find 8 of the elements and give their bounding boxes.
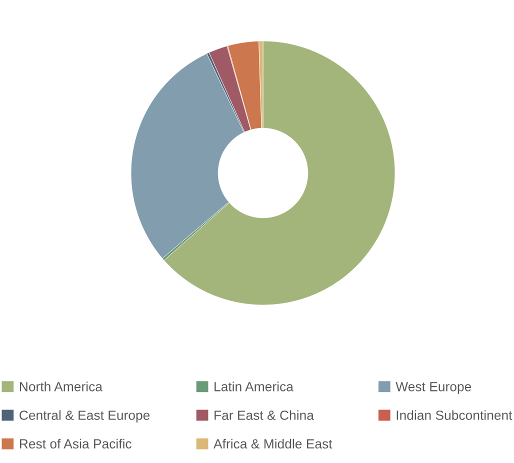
legend-label: Latin America — [214, 382, 294, 392]
legend-label: Africa & Middle East — [214, 438, 332, 449]
legend-label: North America — [20, 382, 102, 392]
legend-label: West Europe — [396, 382, 472, 394]
legend-label: Rest of Asia Pacific — [20, 438, 132, 449]
legend-label: Central & East Europe — [20, 410, 150, 423]
legend-label: Far East & China — [214, 410, 314, 420]
legend-label: Indian Subcontinent — [396, 410, 512, 420]
